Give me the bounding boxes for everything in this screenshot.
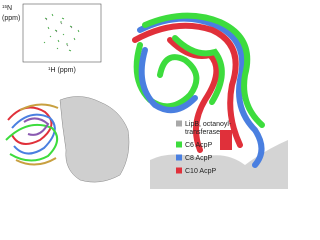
legend-swatch — [176, 120, 182, 127]
legend-swatch — [176, 141, 182, 148]
acyl-chain — [220, 130, 232, 150]
nmr-peaks — [43, 13, 80, 52]
legend-label: C6 AcpP — [185, 142, 213, 149]
legend-label: C8 AcpP — [185, 155, 213, 162]
lipb-surface-small — [59, 96, 130, 183]
legend-swatch — [176, 167, 182, 174]
acpp-ensemble — [5, 103, 59, 166]
legend-swatch — [176, 154, 182, 161]
legend-label: LipB, octanoyl- — [185, 121, 232, 128]
lipb-surface — [150, 140, 288, 189]
legend-label: transferase — [185, 129, 220, 136]
acpp-ribbons — [132, 12, 265, 168]
nmr-frame — [22, 3, 102, 63]
y-axis-unit: (ppm) — [2, 15, 20, 22]
figure: 15N (ppm) 1H (ppm) LipB, octanoyl-transf… — [2, 3, 288, 189]
legend: LipB, octanoyl-transferase C6 AcpP C8 AcpP… — [176, 120, 232, 175]
y-axis-label: 15N — [2, 4, 12, 12]
x-axis-label: 1H (ppm) — [48, 66, 76, 74]
legend-label: C10 AcpP — [185, 168, 216, 175]
